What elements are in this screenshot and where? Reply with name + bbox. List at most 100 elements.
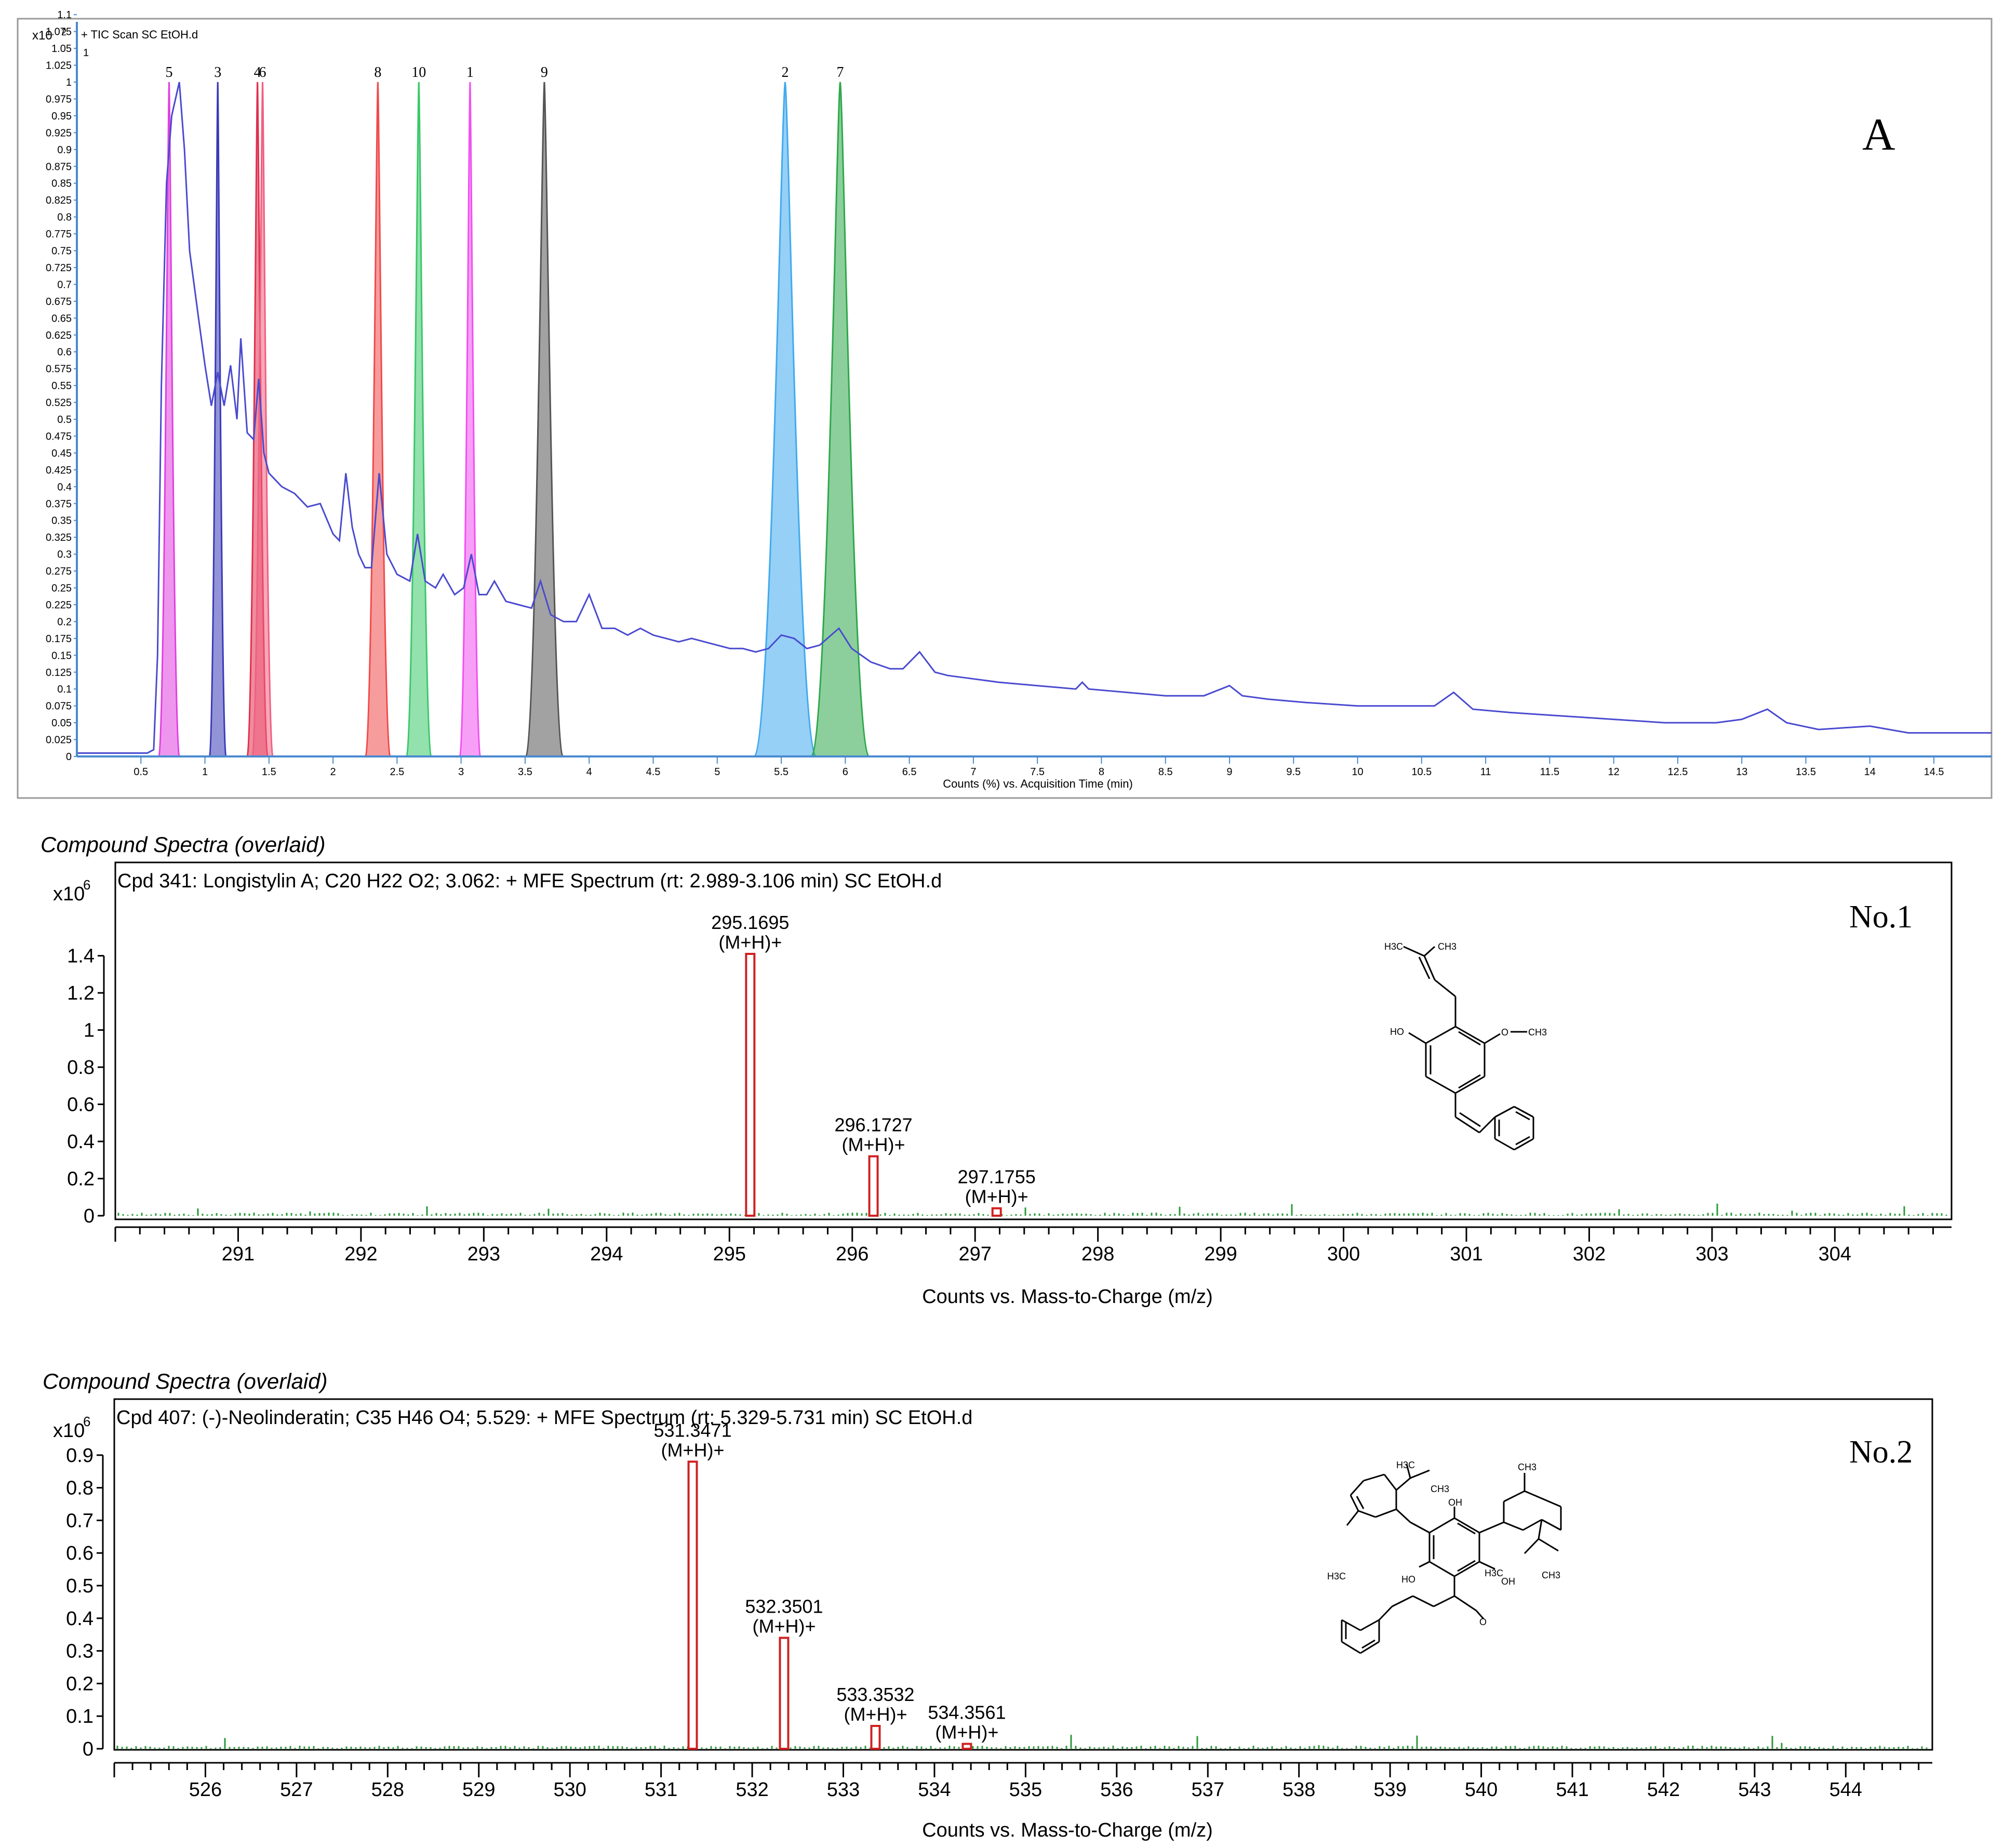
tic-peak-label: 4 (254, 64, 261, 81)
tic-peak-7 (809, 82, 872, 757)
tic-y-tick-label: 0.775 (46, 229, 72, 240)
tic-y-tick-label: 1.025 (46, 60, 72, 72)
spectrum-x-tick-label: 529 (462, 1779, 495, 1801)
tic-y-tick-label: 0.575 (46, 364, 72, 375)
tic-y-tick-label: 0.725 (46, 262, 72, 274)
tic-x-tick-label: 14.5 (1924, 766, 1944, 778)
spectrum-peak-bar (868, 1155, 879, 1217)
tic-x-tick-label: 4 (586, 766, 592, 778)
spectrum-peak-mz-label: 534.3561 (928, 1702, 1006, 1723)
tic-y-tick-label: 0.5 (57, 414, 72, 426)
spectrum-y-tick-label: 0.2 (67, 1168, 95, 1190)
tic-x-tick-label: 10 (1352, 766, 1363, 778)
tic-peak-9 (524, 82, 565, 757)
tic-y-tick-label: 0.175 (46, 633, 72, 645)
tic-x-tick-label: 12 (1608, 766, 1620, 778)
structure-neolinderatin-labels: H3C CH3 OH CH3 H3C HO H3C OH CH3 O (1327, 1460, 1560, 1627)
structure-label: CH3 (1542, 1570, 1560, 1580)
panel-label-no1: No.1 (1849, 899, 1913, 935)
tic-y-tick-label: 0.875 (46, 161, 72, 172)
spectrum-peak-ion-label: (M+H)+ (752, 1615, 816, 1637)
spectrum-y-tick-label: 0.1 (66, 1706, 93, 1727)
spectrum-x-tick-label: 294 (590, 1243, 623, 1265)
tic-peak-label: 7 (836, 64, 844, 81)
spectrum-y-tick-label: 0.5 (66, 1575, 93, 1597)
tic-y-tick-label: 1.075 (46, 26, 72, 38)
tic-y-tick-label: 0.3 (57, 549, 72, 561)
tic-peak-6 (251, 82, 274, 757)
tic-x-tick-label: 3 (458, 766, 464, 778)
spectrum-1-y-multiplier-exponent: 6 (83, 877, 90, 893)
structure-label: OH (1501, 1576, 1515, 1587)
tic-x-tick-label: 7 (970, 766, 976, 778)
spectrum-y-tick-label: 0.6 (67, 1094, 95, 1116)
tic-x-tick-label: 13.5 (1796, 766, 1816, 778)
spectrum-y-tick-label: 0.4 (67, 1131, 95, 1153)
spectrum-x-tick-label: 532 (736, 1779, 768, 1801)
tic-y-tick-label: 0.625 (46, 330, 72, 341)
spectrum-1-bars: 295.1695(M+H)+296.1727(M+H)+297.1755(M+H… (711, 912, 1036, 1217)
tic-y-tick-label: 0.675 (46, 296, 72, 308)
structure-label: H3C (1384, 941, 1403, 952)
spectrum-x-tick-label: 526 (189, 1779, 222, 1801)
spectrum-x-tick-label: 302 (1573, 1243, 1606, 1265)
spectrum-peak-ion-label: (M+H)+ (965, 1186, 1028, 1207)
tic-y-tick-label: 0.95 (51, 111, 72, 122)
spectrum-x-tick-label: 540 (1465, 1779, 1498, 1801)
tic-x-tick-label: 14 (1864, 766, 1876, 778)
spectrum-2-y-multiplier-exponent: 6 (83, 1414, 90, 1429)
tic-legend: + TIC Scan SC EtOH.d (81, 28, 198, 41)
tic-y-tick-label: 0.85 (51, 178, 72, 190)
spectrum-x-tick-label: 297 (958, 1243, 991, 1265)
spectrum-x-tick-label: 531 (645, 1779, 677, 1801)
spectrum-1-x-ticks: 291 292 293 294 295 296 297 298 299 300 301 302 303 3… (114, 1227, 1934, 1265)
tic-compound-peaks (157, 82, 872, 757)
spectrum-peak-mz-label: 533.3532 (836, 1684, 914, 1705)
spectrum-y-tick-label: 0 (83, 1738, 93, 1760)
spectrum-peak-mz-label: 297.1755 (958, 1166, 1036, 1188)
spectrum-x-tick-label: 292 (344, 1243, 377, 1265)
tic-x-tick-label: 3.5 (518, 766, 532, 778)
tic-y-tick-label: 0.15 (51, 650, 72, 661)
structure-label: H3C (1327, 1571, 1346, 1581)
structure-label: O (1479, 1617, 1487, 1627)
structure-label: O (1501, 1027, 1508, 1038)
tic-y-tick-label: 0.9 (57, 144, 72, 156)
tic-y-tick-label: 0.8 (57, 212, 72, 223)
spectrum-y-tick-label: 0 (84, 1205, 95, 1227)
spectrum-x-tick-label: 296 (836, 1243, 869, 1265)
spectrum-peak-mz-label: 295.1695 (711, 912, 789, 933)
spectrum-x-tick-label: 527 (280, 1779, 313, 1801)
spectrum-x-tick-label: 538 (1282, 1779, 1315, 1801)
spectrum-x-tick-label: 303 (1695, 1243, 1728, 1265)
spectrum-peak-ion-label: (M+H)+ (844, 1704, 907, 1725)
spectrum-x-tick-label: 541 (1556, 1779, 1588, 1801)
spectrum-x-tick-label: 293 (467, 1243, 500, 1265)
tic-y-tick-label: 1 (66, 77, 72, 88)
spectrum-2-header: Cpd 407: (-)-Neolinderatin; C35 H46 O4; … (116, 1407, 972, 1429)
tic-y-tick-label: 0.2 (57, 616, 72, 628)
structure-label: H3C (1485, 1568, 1503, 1578)
spectrum-x-tick-label: 300 (1327, 1243, 1360, 1265)
spectrum-x-tick-label: 542 (1647, 1779, 1680, 1801)
tic-x-tick-label: 5 (714, 766, 720, 778)
tic-y-tick-label: 0.35 (51, 515, 72, 527)
spectrum-x-tick-label: 535 (1009, 1779, 1042, 1801)
spectrum-1-y-multiplier: x10 (53, 883, 85, 905)
spectrum-peak-bar (870, 1725, 881, 1750)
tic-y-tick-label: 0.55 (51, 380, 72, 392)
structure-neolinderatin (1341, 1464, 1562, 1654)
spectrum-peak-mz-label: 296.1727 (834, 1114, 912, 1136)
tic-chart-background (17, 18, 1993, 799)
spectrum-peak-ion-label: (M+H)+ (935, 1722, 998, 1743)
tic-y-multiplier-exponent: 2 (61, 27, 66, 37)
tic-y-tick-label: 0.1 (57, 684, 72, 695)
spectrum-chart-2: Compound Spectra (overlaid) Cpd 407: (-)… (43, 1369, 1933, 1841)
spectrum-peak-ion-label: (M+H)+ (718, 932, 782, 953)
tic-y-tick-label: 1.05 (51, 43, 72, 55)
spectrum-1-frame (114, 861, 1953, 1220)
tic-peak-label: 5 (166, 64, 173, 81)
tic-peak-label: 6 (259, 64, 266, 81)
spectrum-2-x-axis-label: Counts vs. Mass-to-Charge (m/z) (922, 1819, 1213, 1841)
